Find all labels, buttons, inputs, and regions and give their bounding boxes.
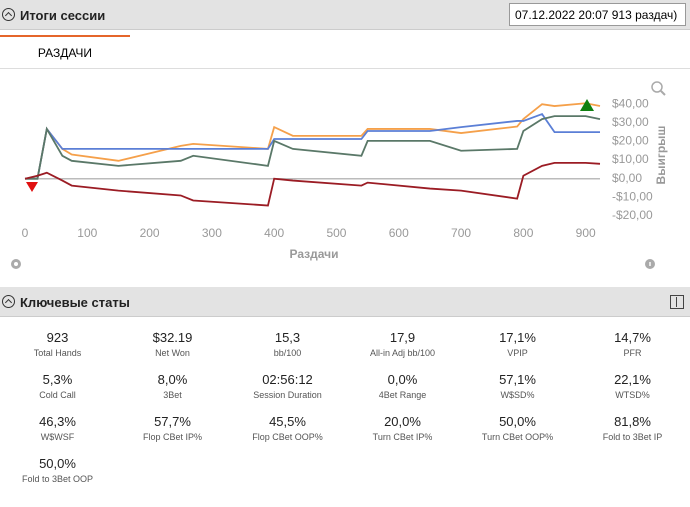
stat: 923 Total Hands — [0, 330, 115, 358]
stat-value: $32.19 — [152, 330, 193, 345]
session-title: Итоги сессии — [20, 8, 106, 23]
stat-label: All-in Adj bb/100 — [369, 348, 436, 358]
x-tick-label: 0 — [22, 226, 29, 240]
stat-value: 45,5% — [269, 414, 306, 429]
max-marker — [580, 99, 594, 111]
x-tick-label: 300 — [202, 226, 222, 240]
stat-label: 3Bet — [163, 390, 182, 400]
plot-area — [25, 93, 600, 229]
stat-label: Flop CBet IP% — [142, 432, 203, 442]
stat-value: 14,7% — [614, 330, 651, 345]
stat: 0,0% 4Bet Range — [345, 372, 460, 400]
stats-grid: 923 Total Hands $32.19 Net Won 15,3 bb/100 17,… — [0, 330, 690, 484]
stat-label: bb/100 — [273, 348, 302, 358]
stat-label: Flop CBet OOP% — [252, 432, 323, 442]
stat: 5,3% Cold Call — [0, 372, 115, 400]
stat: 17,1% VPIP — [460, 330, 575, 358]
tab[interactable]: РАЗДАЧИ — [0, 35, 130, 68]
stat-value: 0,0% — [387, 372, 418, 387]
series-line — [24, 161, 601, 207]
stat-label: Total Hands — [33, 348, 82, 358]
min-marker — [26, 182, 38, 192]
stat: 20,0% Turn CBet IP% — [345, 414, 460, 442]
stat-value: 17,9 — [389, 330, 416, 345]
stat-value: 57,1% — [499, 372, 536, 387]
stat-label: Turn CBet OOP% — [481, 432, 554, 442]
y-tick-label: $30,00 — [612, 115, 649, 129]
stat-value: 5,3% — [42, 372, 73, 387]
series-line — [25, 115, 601, 180]
series-line — [25, 102, 601, 180]
stat-label: Net Won — [155, 348, 190, 358]
stat-label: Fold to 3Bet OOP — [21, 474, 94, 484]
y-tick-label: -$20,00 — [612, 208, 653, 222]
settings-icon[interactable] — [11, 259, 21, 269]
session-select[interactable]: 07.12.2022 20:07 913 раздач) — [509, 3, 686, 26]
stat-value: 50,0% — [499, 414, 536, 429]
collapse-button[interactable] — [2, 8, 15, 21]
stats-title: Ключевые статы — [20, 295, 130, 310]
x-axis-label: Раздачи — [290, 247, 339, 261]
y-tick-label: $0,00 — [612, 171, 642, 185]
stat-label: Cold Call — [39, 390, 76, 400]
session-header: Итоги сессии 07.12.2022 20:07 913 раздач… — [0, 0, 690, 30]
stat: 17,9 All-in Adj bb/100 — [345, 330, 460, 358]
stat-value: 81,8% — [614, 414, 651, 429]
layout-button[interactable] — [670, 295, 684, 309]
stat-value: 20,0% — [384, 414, 421, 429]
stat: 50,0% Turn CBet OOP% — [460, 414, 575, 442]
stats-header: Ключевые статы — [0, 287, 690, 317]
stat-label: 4Bet Range — [378, 390, 427, 400]
collapse-button[interactable] — [2, 295, 15, 308]
stat-value: 50,0% — [39, 456, 76, 471]
stat: 02:56:12 Session Duration — [230, 372, 345, 400]
stat-value: 17,1% — [499, 330, 536, 345]
x-tick-label: 900 — [576, 226, 596, 240]
x-tick-label: 700 — [451, 226, 471, 240]
info-icon[interactable] — [645, 259, 655, 269]
stat-label: W$WSF — [40, 432, 75, 442]
stat-label: WTSD% — [615, 390, 650, 400]
x-tick-label: 100 — [77, 226, 97, 240]
stat-value: 22,1% — [614, 372, 651, 387]
y-tick-label: -$10,00 — [612, 190, 653, 204]
y-tick-label: $40,00 — [612, 96, 649, 110]
stat-label: Turn CBet IP% — [372, 432, 433, 442]
stat: 57,7% Flop CBet IP% — [115, 414, 230, 442]
stat-value: 8,0% — [157, 372, 188, 387]
stat: 57,1% W$SD% — [460, 372, 575, 400]
x-tick-label: 600 — [389, 226, 409, 240]
stat: 45,5% Flop CBet OOP% — [230, 414, 345, 442]
chart-panel: Раздачи Выигрыш -$20,00 -$10,00 $0,00 $10,0… — [0, 68, 690, 282]
stat: $32.19 Net Won — [115, 330, 230, 358]
stat-value: 15,3 — [274, 330, 301, 345]
stat-label: Fold to 3Bet IP — [602, 432, 663, 442]
stat-value: 46,3% — [39, 414, 76, 429]
y-tick-label: $20,00 — [612, 134, 649, 148]
series-line — [25, 112, 600, 180]
y-axis-label: Выигрыш — [654, 126, 668, 185]
x-tick-label: 500 — [326, 226, 346, 240]
stat-label: PFR — [623, 348, 642, 358]
stat-value: 57,7% — [154, 414, 191, 429]
stat: 50,0% Fold to 3Bet OOP — [0, 456, 115, 484]
zoom-icon[interactable] — [651, 81, 666, 96]
chart: Раздачи Выигрыш -$20,00 -$10,00 $0,00 $10,0… — [11, 81, 668, 269]
stat: 46,3% W$WSF — [0, 414, 115, 442]
stat: 14,7% PFR — [575, 330, 690, 358]
stat-value: 02:56:12 — [262, 372, 313, 387]
x-tick-label: 200 — [140, 226, 160, 240]
stat-value: 923 — [46, 330, 69, 345]
y-tick-label: $10,00 — [612, 152, 649, 166]
x-tick-label: 800 — [513, 226, 533, 240]
stat: 8,0% 3Bet — [115, 372, 230, 400]
stat-label: VPIP — [507, 348, 528, 358]
stat-label: W$SD% — [500, 390, 535, 400]
x-tick-label: 400 — [264, 226, 284, 240]
stat: 81,8% Fold to 3Bet IP — [575, 414, 690, 442]
stat: 15,3 bb/100 — [230, 330, 345, 358]
stat-label: Session Duration — [253, 390, 322, 400]
stat: 22,1% WTSD% — [575, 372, 690, 400]
